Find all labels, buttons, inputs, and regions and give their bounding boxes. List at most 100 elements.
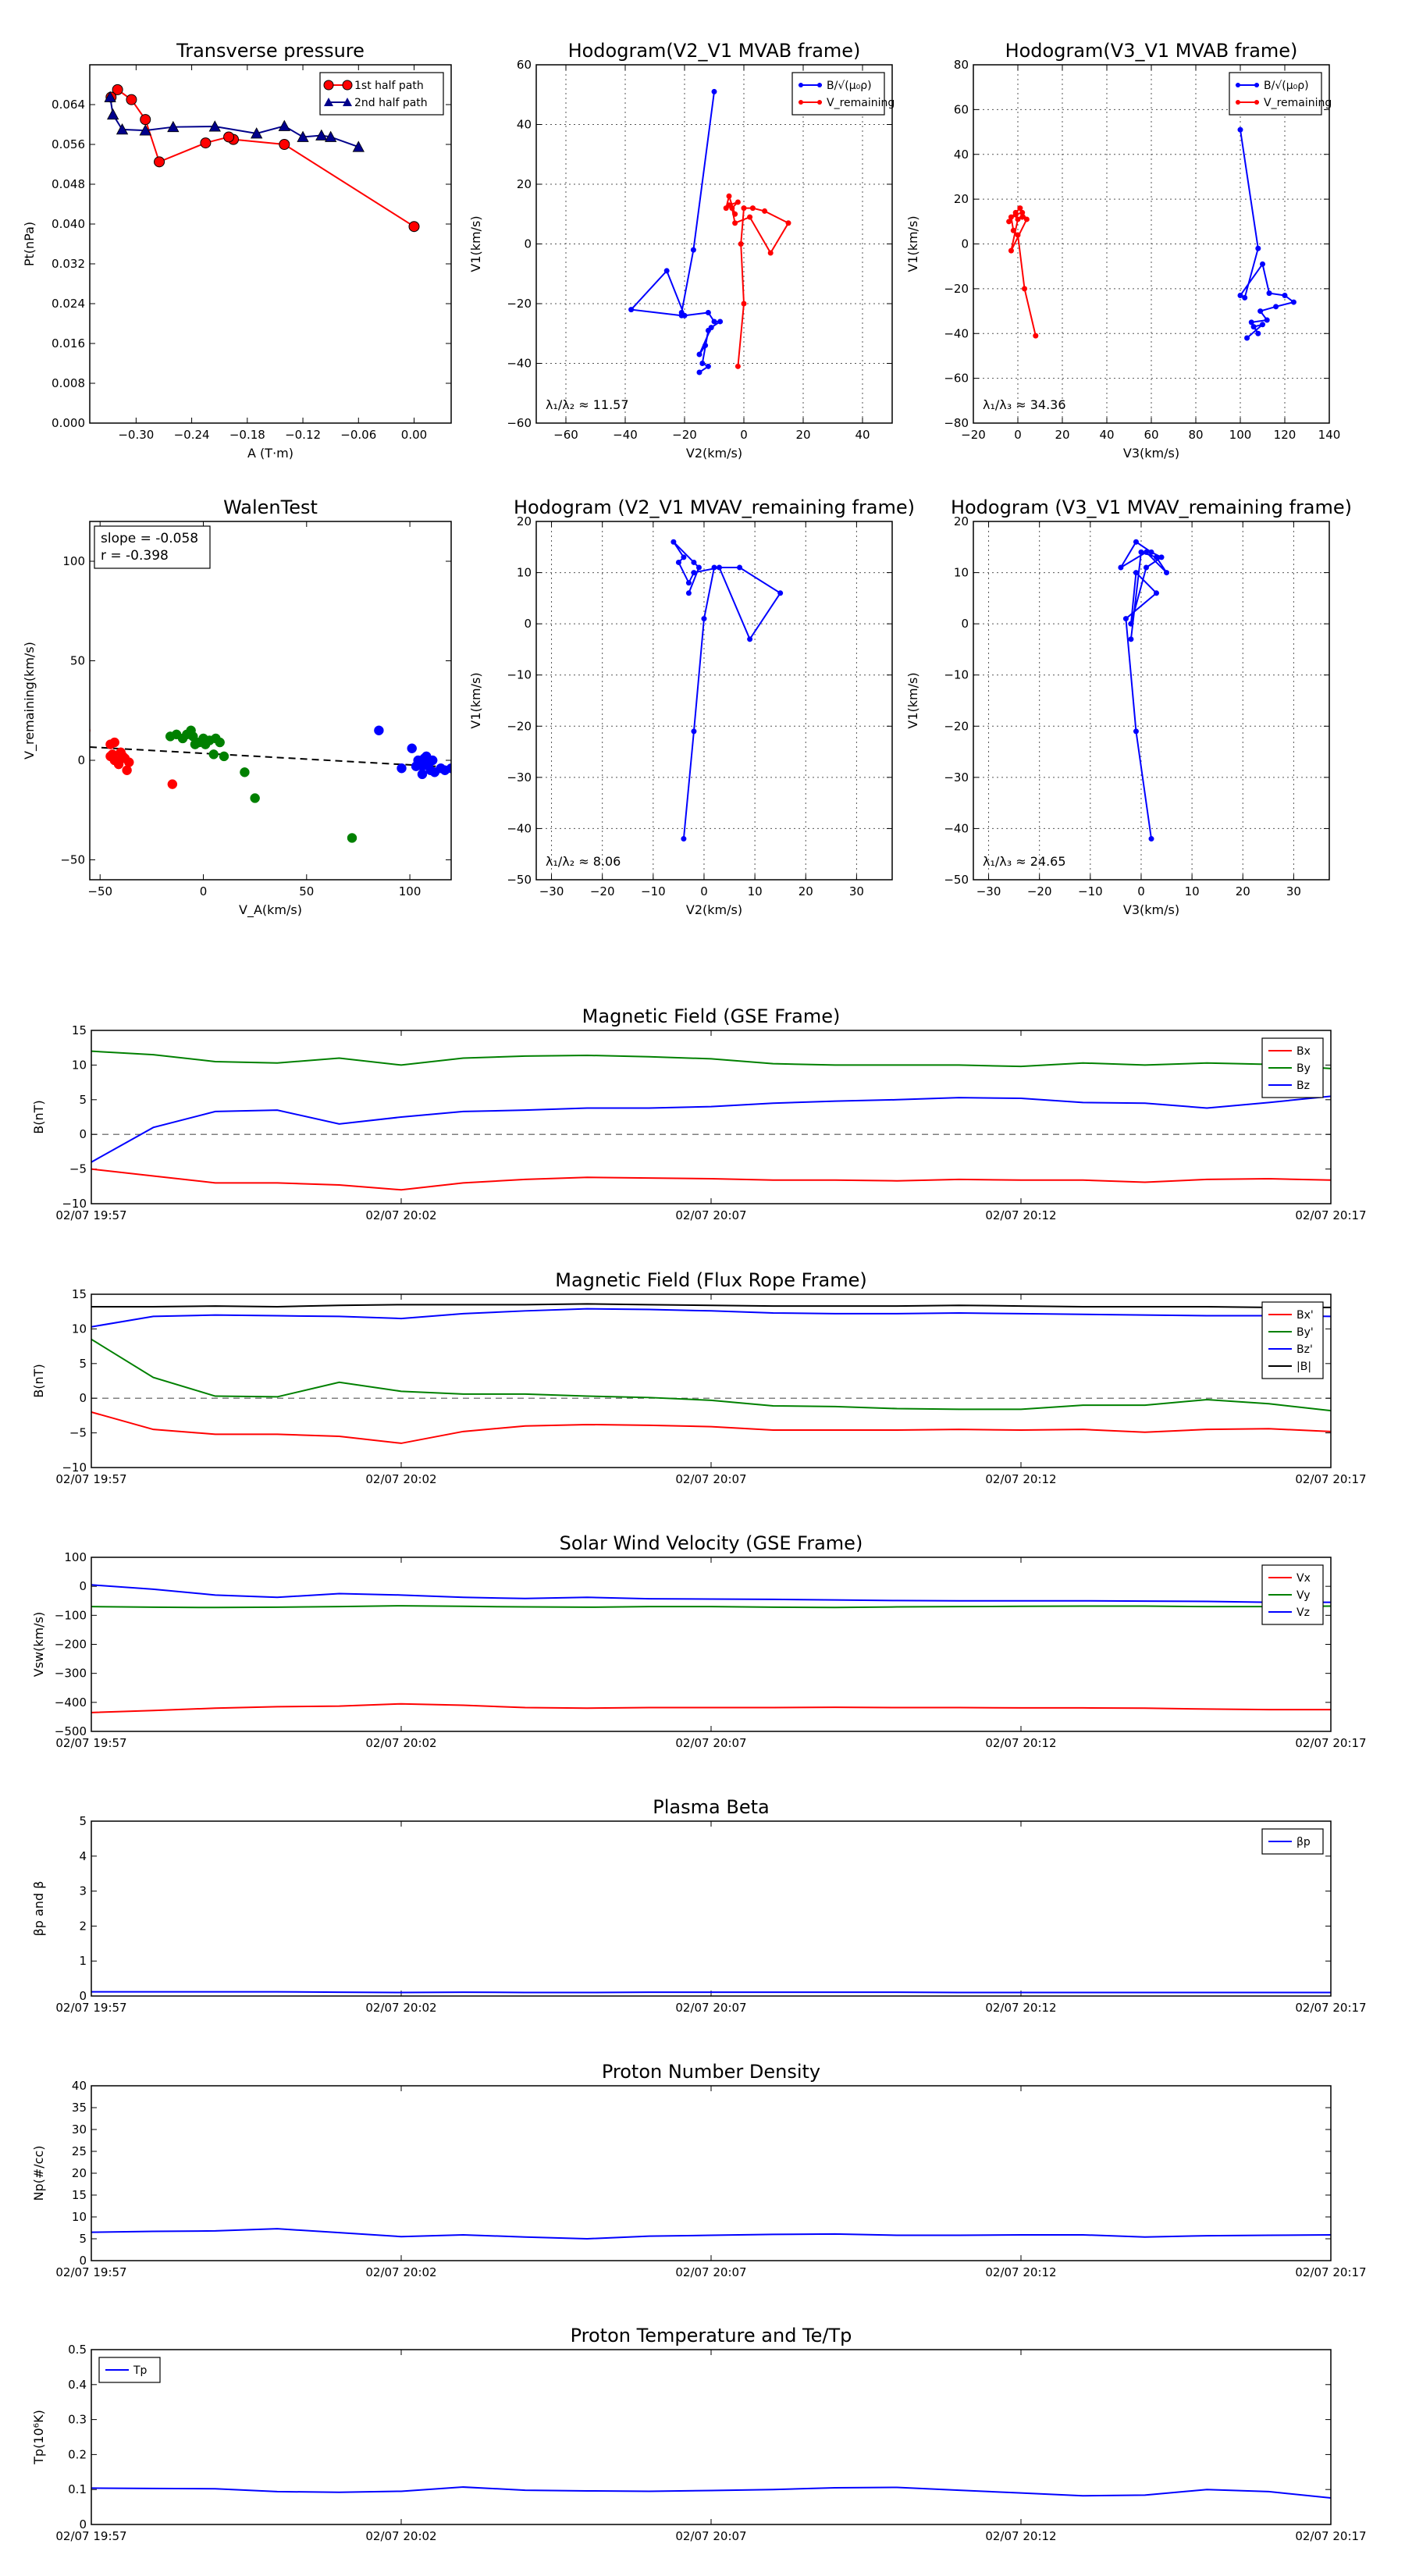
plot-area — [91, 1050, 1331, 1191]
series-v-remaining-point — [711, 564, 717, 571]
series-b--point — [1290, 299, 1297, 305]
legend-box — [1261, 1301, 1324, 1379]
y-tick-label: 0 — [79, 1579, 87, 1593]
y-tick-label: 0 — [79, 1989, 87, 2003]
x-tick-label: 02/07 20:02 — [365, 2265, 436, 2279]
y-tick-label: 25 — [72, 2144, 87, 2158]
y-tick-label: 15 — [72, 2188, 87, 2202]
legend-marker — [817, 83, 822, 87]
series-blue-point — [427, 755, 438, 766]
legend-label: Vy — [1297, 1589, 1311, 1602]
x-tick-label: 02/07 20:02 — [365, 1736, 436, 1750]
x-axis-label: A (T·m) — [247, 446, 293, 461]
series-v-remaining-point — [1015, 216, 1021, 222]
series-blue-point — [417, 769, 428, 780]
x-tick-label: 120 — [1274, 428, 1297, 442]
y-tick-label: 40 — [517, 118, 532, 132]
y-tick-label: 0.1 — [68, 2482, 87, 2496]
series-v-remaining-point — [762, 208, 768, 214]
plot-area — [90, 725, 451, 843]
series-b--point — [1255, 330, 1261, 336]
y-tick-label: 10 — [72, 1058, 87, 1072]
series-v-remaining-point — [1138, 549, 1144, 555]
series-blue-point — [374, 725, 384, 735]
series-green-point — [208, 749, 219, 760]
x-tick-label: 02/07 20:12 — [985, 2529, 1056, 2543]
axes-frame — [973, 521, 1330, 881]
chart-panel-1: Hodogram(V2_V1 MVAB frame) −60 −40 −20 0 20 40… — [468, 40, 895, 461]
x-tick-label: 50 — [299, 884, 314, 898]
x-tick-label: 100 — [1229, 428, 1252, 442]
legend-label: V_remaining — [827, 97, 895, 109]
y-tick-label: −20 — [507, 297, 532, 311]
axes-frame — [91, 1030, 1332, 1204]
legend-label: Bz — [1297, 1080, 1310, 1092]
x-tick-label: −0.24 — [174, 428, 210, 442]
x-tick-label: 02/07 20:07 — [675, 2265, 746, 2279]
legend: Tp — [98, 2357, 161, 2383]
y-tick-label: 0 — [79, 2517, 87, 2532]
series-blue-point — [411, 761, 422, 771]
series-bx--line — [91, 1411, 1331, 1444]
x-tick-label: 0.00 — [401, 428, 427, 442]
axes-frame — [91, 1293, 1332, 1468]
legend-label: |B| — [1297, 1361, 1311, 1373]
x-tick-label: 02/07 20:17 — [1295, 2001, 1366, 2015]
series-blue-point — [419, 753, 429, 763]
legend-marker — [342, 80, 353, 91]
ratio-annotation: λ₁/λ₂ ≈ 11.57 — [546, 397, 629, 412]
stats-line: r = -0.398 — [101, 548, 169, 564]
y-tick-label: −5 — [69, 1426, 87, 1440]
legend-label: By — [1297, 1062, 1311, 1075]
series-b--point — [705, 309, 711, 315]
series-red-point — [167, 779, 178, 789]
series-b--point — [628, 307, 635, 313]
y-tick-label: 5 — [79, 1814, 87, 1828]
x-tick-label: −0.30 — [118, 428, 154, 442]
y-tick-label: 30 — [72, 2122, 87, 2137]
series-v-remaining-point — [1164, 570, 1170, 576]
y-tick-label: 60 — [517, 58, 532, 72]
y-tick-label: 0.000 — [52, 416, 85, 430]
series-v-remaining-point — [1012, 212, 1019, 218]
series-green-point — [250, 793, 260, 803]
chart-title: Hodogram(V3_V1 MVAB frame) — [1005, 40, 1298, 62]
x-tick-label: 02/07 20:17 — [1295, 2265, 1366, 2279]
series-v-remaining-point — [1023, 216, 1030, 222]
y-tick-label: 0 — [961, 237, 969, 251]
legend: Bx' By' Bz' |B| — [1261, 1301, 1324, 1379]
x-axis-label: V_A(km/s) — [239, 902, 302, 918]
y-tick-label: 0 — [524, 617, 532, 631]
series-b--point — [663, 268, 670, 274]
legend-marker — [1254, 100, 1259, 105]
chart-title: Magnetic Field (GSE Frame) — [582, 1005, 841, 1027]
series-1st-half-path-point — [154, 156, 165, 168]
series-v-remaining-point — [735, 363, 741, 369]
y-tick-label: −50 — [507, 873, 532, 887]
legend-label: Vz — [1297, 1606, 1310, 1619]
x-tick-label: 02/07 20:02 — [365, 2529, 436, 2543]
series-2nd-half-path-point — [107, 108, 119, 120]
x-tick-label: −30 — [539, 884, 564, 898]
legend: Vx Vy Vz — [1261, 1564, 1324, 1625]
legend-box — [791, 72, 885, 116]
series-v-remaining-point — [749, 205, 756, 212]
y-tick-label: 20 — [72, 2166, 87, 2180]
y-tick-label: −100 — [55, 1608, 87, 1622]
x-tick-label: 80 — [1188, 428, 1203, 442]
y-axis-label: B(nT) — [31, 1100, 46, 1133]
series-v-remaining-point — [675, 559, 681, 565]
x-tick-label: 02/07 20:07 — [675, 1208, 746, 1222]
y-tick-label: −5 — [69, 1162, 87, 1176]
series-v-remaining-line — [673, 541, 782, 839]
legend: B/√(μ₀ρ) V_remaining — [1229, 72, 1332, 116]
axes-frame — [535, 521, 893, 881]
x-tick-label: 02/07 20:17 — [1295, 2529, 1366, 2543]
plot-area — [670, 539, 784, 842]
x-tick-label: 02/07 20:12 — [985, 1208, 1056, 1222]
series-v-remaining-point — [1010, 227, 1016, 233]
x-tick-label: 20 — [1055, 428, 1069, 442]
series-v-remaining-point — [1008, 247, 1014, 254]
chart-panel-4: Hodogram (V2_V1 MVAV_remaining frame) −30… — [468, 496, 915, 917]
series-red-point — [122, 765, 132, 775]
